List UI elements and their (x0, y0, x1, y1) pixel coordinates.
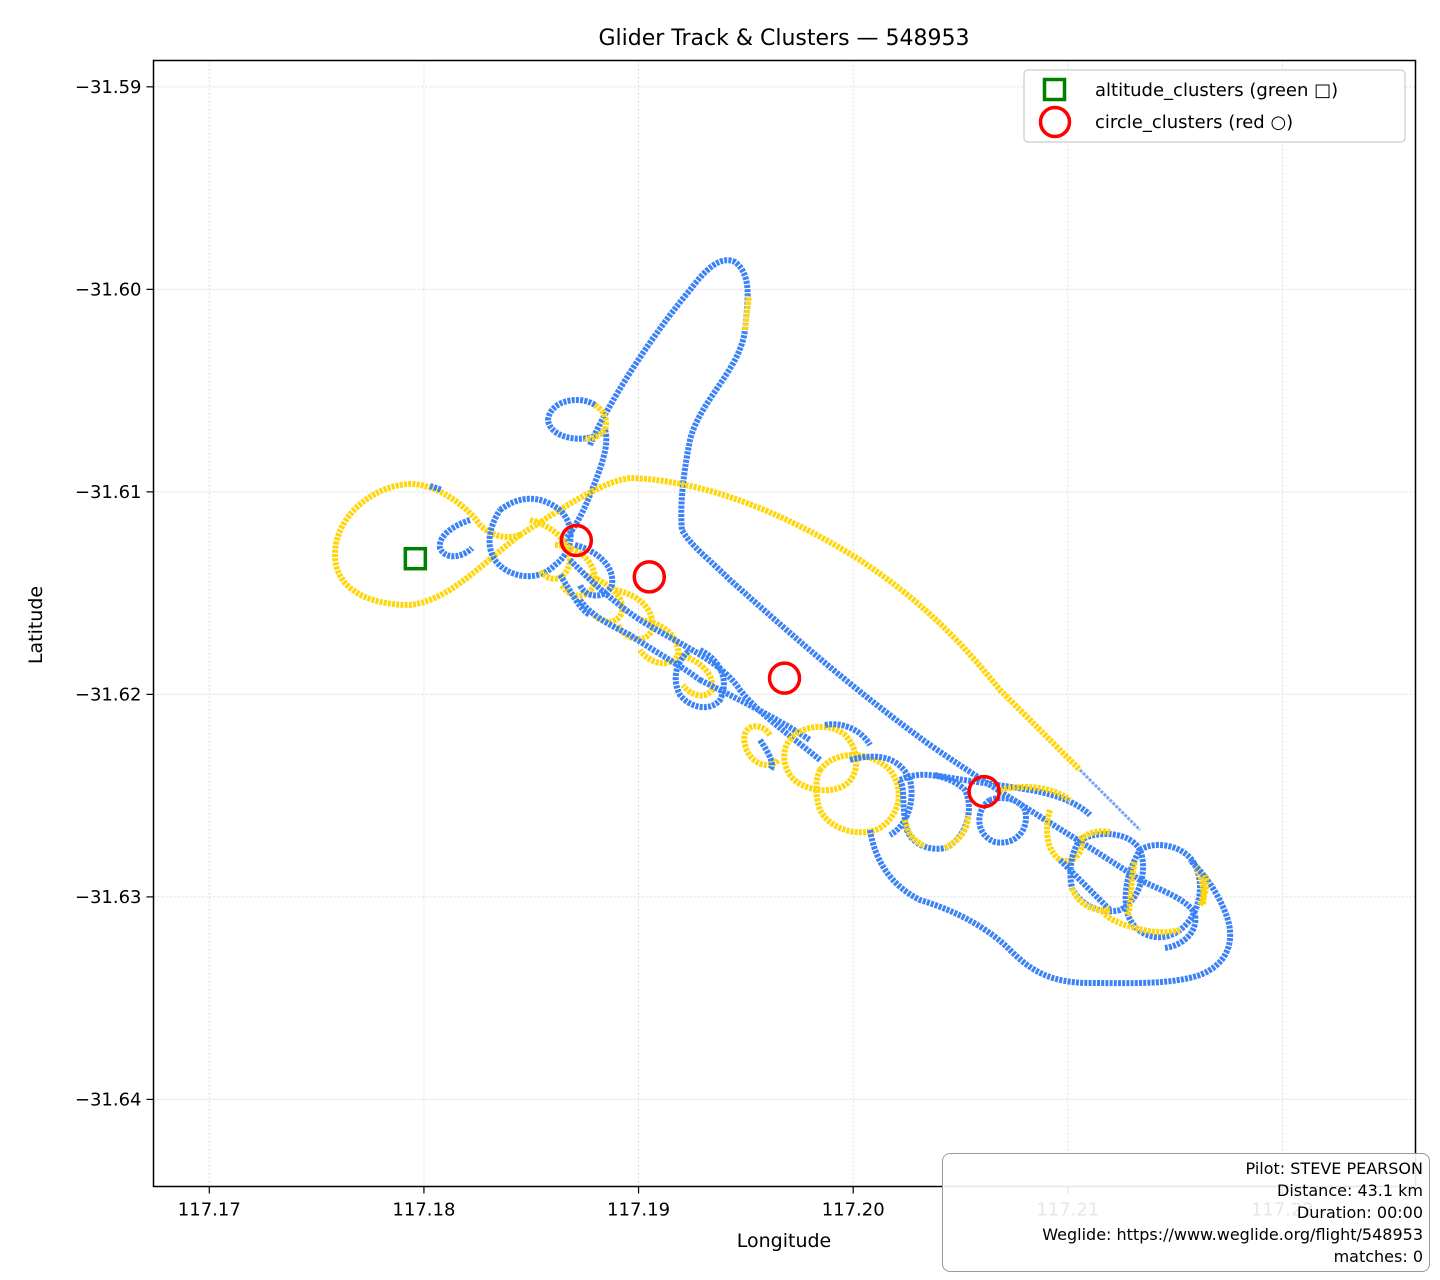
track-segment (999, 784, 1086, 864)
circle-cluster-marker (967, 774, 1001, 809)
circle-cluster-marker (559, 523, 594, 558)
x-tick-label: 117.18 (392, 1200, 455, 1221)
track-segment (1138, 877, 1199, 951)
legend-label-altitude-clusters: altitude_clusters (green □) (1095, 80, 1338, 101)
chart-title: Glider Track & Clusters — 548953 (598, 26, 969, 51)
track-segment (741, 723, 860, 794)
track-segment (436, 495, 574, 580)
legend-box (1023, 69, 1406, 143)
track-segment (429, 483, 443, 493)
track-segment (1078, 768, 1142, 832)
legend-label-circle-clusters: circle_clusters (red ○) (1095, 112, 1293, 133)
legend-circle-icon (1038, 105, 1072, 139)
flight-track (332, 257, 1234, 987)
distance-text: Distance: 43.1 km (1277, 1181, 1423, 1200)
x-tick-label: 117.19 (607, 1200, 670, 1221)
y-axis-ticks: −31.59 −31.60 −31.61 −31.62 −31.63 −31.64 (75, 77, 154, 1110)
x-tick-label: 117.20 (822, 1200, 885, 1221)
weglide-text[interactable]: Weglide: https://www.weglide.org/flight/… (1042, 1225, 1423, 1244)
circle-cluster-marker (767, 661, 802, 695)
cluster-markers (403, 523, 1001, 809)
track-segment (902, 814, 971, 851)
legend: altitude_clusters (green □) circle_clust… (1023, 69, 1406, 143)
x-axis-label: Longitude (737, 1230, 832, 1252)
altitude-cluster-marker (403, 546, 428, 571)
track-segment (934, 772, 1093, 846)
track-segment (1057, 831, 1147, 915)
flight-info-box: Pilot: STEVE PEARSON Distance: 43.1 km D… (942, 1153, 1430, 1272)
legend-square-icon (1042, 77, 1067, 102)
grid-lines (153, 60, 1416, 1187)
circle-cluster-marker (632, 560, 667, 594)
track-segment (1197, 874, 1210, 907)
duration-text: Duration: 00:00 (1296, 1203, 1423, 1222)
track-segment (757, 721, 873, 773)
y-axis-label: Latitude (25, 586, 47, 664)
track-segment (583, 402, 610, 442)
track-segment (742, 295, 752, 331)
x-tick-label: 117.17 (178, 1200, 241, 1221)
plot-frame (152, 59, 1417, 1188)
y-tick-label: −31.60 (75, 279, 142, 300)
track-segment (518, 475, 1083, 773)
track-segment (867, 829, 1234, 987)
track-segment (587, 257, 1142, 883)
track-segment (332, 481, 522, 608)
y-tick-label: −31.63 (75, 887, 142, 908)
y-tick-label: −31.59 (75, 77, 142, 98)
track-segment (567, 557, 822, 763)
matches-text: matches: 0 (1333, 1247, 1423, 1266)
track-segment (557, 542, 812, 743)
y-tick-label: −31.62 (75, 684, 142, 705)
track-segment (545, 397, 610, 548)
y-tick-label: −31.64 (75, 1089, 142, 1110)
pilot-text: Pilot: STEVE PEARSON (1245, 1159, 1423, 1178)
y-tick-label: −31.61 (75, 482, 142, 503)
